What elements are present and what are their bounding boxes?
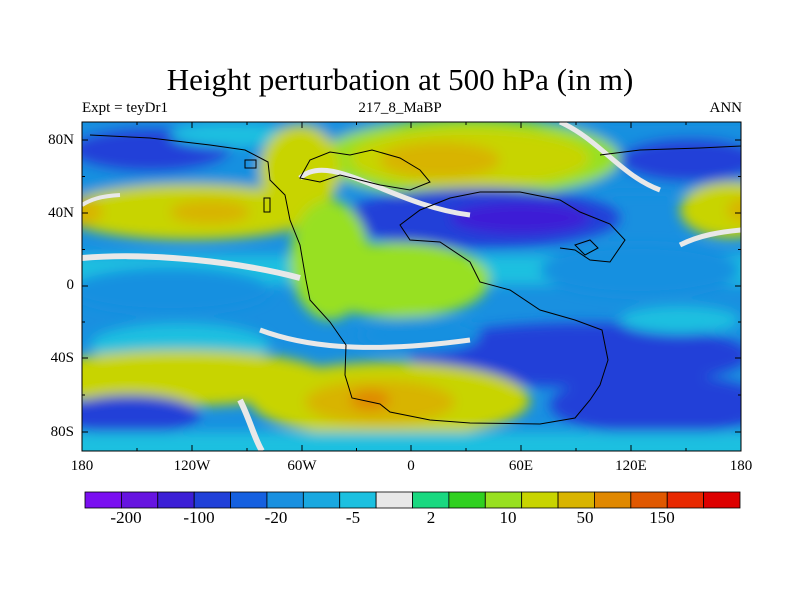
season-label: ANN	[709, 100, 743, 116]
field-south-polar	[82, 432, 741, 451]
contour-zero-line	[82, 193, 121, 207]
coastline-continents	[89, 134, 626, 425]
field-east-edge-high	[680, 182, 741, 238]
x-tick-180e: 180	[729, 458, 753, 474]
field-asia-low-core	[450, 202, 590, 234]
axis-ticks	[81, 122, 742, 451]
field-eurasia-high-core	[380, 142, 500, 178]
colorbar-label: 2	[426, 508, 436, 527]
field-south-high-peak	[350, 390, 390, 410]
y-tick-40s: 40S	[50, 350, 74, 366]
field-south-low	[410, 323, 741, 387]
contour-zero-line	[298, 167, 471, 218]
field-west-edge-high	[82, 198, 103, 226]
contour-zero-line	[237, 398, 265, 451]
field-east-edge-core	[727, 198, 741, 222]
contour-zero-line	[82, 253, 301, 281]
colorbar-box	[375, 491, 413, 509]
colorbar-box	[84, 491, 122, 509]
y-tick-80n: 80N	[48, 132, 74, 148]
colorbar-box	[193, 491, 231, 509]
contour-zero-line	[678, 227, 741, 248]
x-tick-60e: 60E	[508, 458, 534, 474]
field-tropical-pacific	[82, 268, 270, 312]
x-tick-120e: 120E	[615, 458, 647, 474]
field-ne-low	[620, 138, 741, 182]
colorbar-box	[448, 491, 486, 509]
field-south-indian	[620, 306, 740, 334]
colorbar-box	[594, 491, 632, 509]
colorbar-box	[412, 491, 450, 509]
colorbar-box	[302, 491, 341, 509]
field-pacific-high-core	[170, 200, 250, 224]
plot-title: Height perturbation at 500 hPa (in m)	[166, 62, 634, 97]
y-tick-80s: 80S	[50, 424, 74, 440]
colorbar-box	[339, 491, 377, 509]
colorbar-label: -200	[110, 508, 142, 527]
colorbar-label: -100	[183, 508, 215, 527]
colorbar-label: 50	[576, 508, 594, 527]
coastline-island	[574, 239, 599, 256]
experiment-label: Expt = teyDr1	[82, 100, 168, 116]
x-tick-60w: 60W	[287, 458, 317, 474]
coastline-island	[263, 197, 271, 213]
colorbar-box	[521, 491, 559, 509]
colorbar-label: -20	[264, 508, 288, 527]
coastlines	[89, 134, 741, 425]
colorbar-label: -5	[345, 508, 361, 527]
colorbar-box	[703, 491, 741, 509]
y-tick-equator: 0	[66, 277, 75, 293]
colorbar-box	[120, 491, 159, 509]
field-n-lightblue	[170, 123, 290, 147]
contour-zero-line	[259, 327, 471, 350]
colorbar-box	[157, 491, 195, 509]
x-tick-120w: 120W	[173, 458, 211, 474]
field-americas-green	[290, 200, 370, 320]
colorbar-box	[557, 491, 595, 509]
colorbar-box	[266, 491, 304, 509]
y-tick-40n: 40N	[48, 205, 74, 221]
coastline-arctic	[599, 145, 741, 156]
field-indopacific	[540, 245, 740, 295]
period-label: 217_8_MaBP	[358, 100, 442, 116]
colorbar-box	[666, 491, 705, 509]
colorbar-box	[484, 491, 523, 509]
colorbar-box	[230, 491, 268, 509]
coastline-island	[244, 159, 257, 169]
x-tick-180w: 180	[70, 458, 94, 474]
colorbar-label: 150	[649, 508, 675, 527]
colorbar-label: 10	[499, 508, 517, 527]
x-tick-0: 0	[407, 458, 415, 474]
contour-zero-line	[558, 122, 661, 193]
field-southeast-low	[550, 375, 741, 435]
colorbar-box	[630, 491, 668, 509]
coastline-northern-landmass	[299, 149, 431, 191]
field-southwest-low	[82, 395, 200, 435]
